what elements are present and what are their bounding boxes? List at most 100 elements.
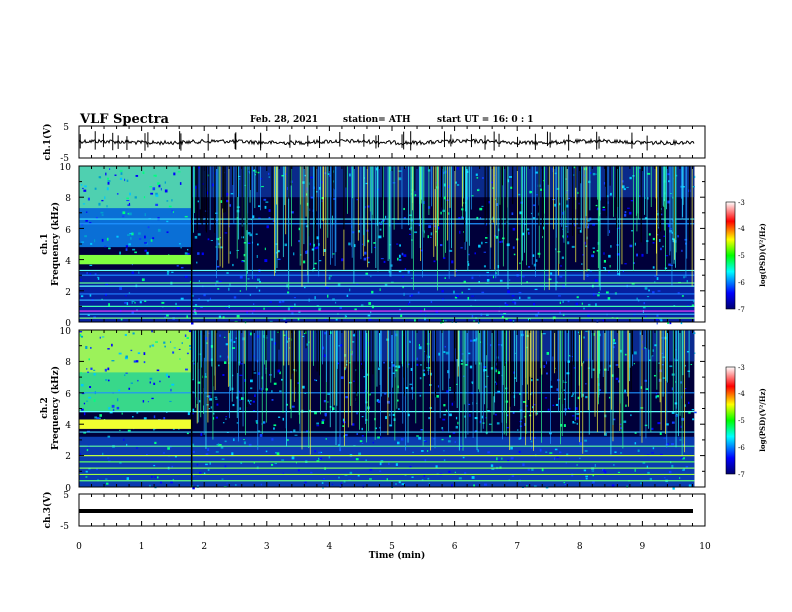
spectrogram-pixel — [282, 417, 285, 421]
spectrogram-pixel — [208, 332, 210, 334]
spectrogram-pixel — [624, 353, 627, 356]
spectrogram-pixel — [89, 273, 92, 275]
spectrogram-pixel — [105, 293, 107, 296]
spectrogram-pixel — [659, 432, 662, 435]
spectrogram-pixel — [492, 216, 494, 219]
spectrogram-pixel — [509, 279, 511, 281]
spectrogram-pixel — [361, 427, 363, 431]
ch2-colorbar: -3 -4 -5 -6 -7 log(PSD)(V²/Hz) — [725, 364, 767, 479]
spectrogram-pixel — [132, 248, 136, 251]
spectrogram-pixel — [252, 309, 255, 312]
ch1-spec-ylabel-channel: ch.1 — [40, 233, 50, 254]
ch3-ytick-top: 5 — [63, 491, 69, 501]
x-tick-label: 6 — [452, 542, 458, 552]
spectrogram-pixel — [107, 180, 111, 182]
spectrogram-pixel — [86, 271, 88, 275]
spectrogram-pixel — [629, 176, 632, 180]
spectrogram-pixel — [411, 476, 414, 478]
spectrogram-pixel — [656, 395, 660, 398]
spectrogram-pixel — [164, 316, 167, 319]
spectrogram-pixel — [551, 168, 553, 170]
spectrogram-pixel — [617, 227, 621, 229]
spectrogram-pixel — [477, 449, 479, 453]
spectrogram-pixel — [189, 344, 193, 347]
spectrogram-pixel — [194, 312, 197, 315]
spectrogram-pixel — [93, 369, 96, 371]
spectrogram-pixel — [384, 392, 387, 395]
spectrogram-pixel — [577, 396, 580, 400]
spectrogram-pixel — [587, 303, 591, 306]
spectrogram-pixel — [84, 235, 87, 238]
spectrogram-pixel — [610, 245, 612, 248]
spectrogram-pixel — [166, 270, 170, 274]
spectrogram-pixel — [471, 314, 474, 318]
spectrogram-pixel — [369, 468, 373, 471]
spectrogram-pixel — [353, 244, 356, 248]
spectrogram-pixel — [325, 286, 328, 289]
x-tick-label: 0 — [76, 542, 82, 552]
spectrogram-pixel — [169, 400, 172, 403]
ch2-cb-tick-m5: -5 — [738, 417, 745, 425]
spectrogram-pixel — [613, 418, 616, 421]
spectrogram-pixel — [595, 173, 597, 175]
spectrogram-pixel — [400, 438, 404, 441]
spectrogram-pixel — [340, 344, 343, 347]
spectrogram-pixel — [560, 264, 562, 267]
spectrogram-pixel — [102, 452, 104, 456]
spectrogram-pixel — [225, 416, 228, 418]
spectrogram-pixel — [106, 482, 109, 485]
spectrogram-pixel — [98, 417, 101, 419]
spectrogram-pixel — [207, 395, 211, 398]
spectrogram-pixel — [94, 187, 97, 190]
spectrogram-pixel — [679, 477, 681, 479]
spectrogram-pixel — [546, 372, 548, 375]
spectrogram-pixel — [127, 204, 131, 206]
spectrogram-pixel — [209, 461, 211, 465]
spectrogram-pixel — [526, 281, 528, 283]
spectrogram-pixel — [255, 233, 258, 235]
spectrogram-pixel — [641, 253, 644, 257]
spectrogram-pixel — [565, 190, 568, 194]
spectrogram-pixel — [349, 288, 351, 292]
spectrogram-pixel — [693, 175, 696, 179]
spectrogram-pixel — [189, 280, 192, 284]
spectrogram-pixel — [549, 452, 553, 454]
spectrogram-pixel — [249, 293, 252, 296]
spectrogram-pixel — [233, 341, 236, 343]
spectrogram-pixel — [456, 294, 459, 298]
spectrogram-pixel — [445, 320, 447, 322]
spectrogram-pixel — [479, 207, 483, 211]
spectrogram-pixel — [154, 476, 157, 478]
spectrogram-pixel — [521, 437, 524, 439]
spectrogram-pixel — [107, 379, 110, 382]
spectrogram-pixel — [490, 181, 493, 184]
spectrogram-pixel — [82, 187, 84, 190]
spectrogram-pixel — [483, 251, 487, 253]
spectrogram-pixel — [198, 280, 200, 282]
spectrogram-pixel — [581, 263, 583, 265]
spectrogram-pixel — [240, 397, 244, 400]
spectrogram-pixel — [455, 416, 458, 420]
spectrogram-pixel — [108, 407, 111, 410]
spectrogram-pixel — [429, 372, 432, 376]
spectrogram-pixel — [104, 368, 107, 372]
spectrogram-pixel — [171, 199, 173, 202]
spectrogram-pixel — [162, 452, 165, 454]
spectrogram-pixel — [236, 209, 240, 213]
spectrogram-pixel — [594, 464, 596, 467]
spectrogram-pixel — [273, 424, 277, 427]
spectrogram-pixel — [128, 202, 131, 205]
spectrogram-pixel — [375, 427, 377, 430]
spectrogram-pixel — [189, 348, 191, 350]
spectrogram-pixel — [669, 321, 672, 325]
spectrogram-pixel — [172, 211, 174, 214]
spectrogram-pixel — [197, 233, 201, 236]
spectrogram-pixel — [398, 258, 402, 262]
spectrogram-pixel — [283, 317, 286, 321]
spectrogram-pixel — [116, 193, 119, 195]
spectrogram-pixel — [398, 170, 402, 173]
spectrogram-pixel — [624, 389, 626, 393]
spectrogram-pixel — [399, 308, 401, 311]
early-4khz-band — [79, 419, 192, 429]
spectrogram-pixel — [131, 271, 135, 275]
